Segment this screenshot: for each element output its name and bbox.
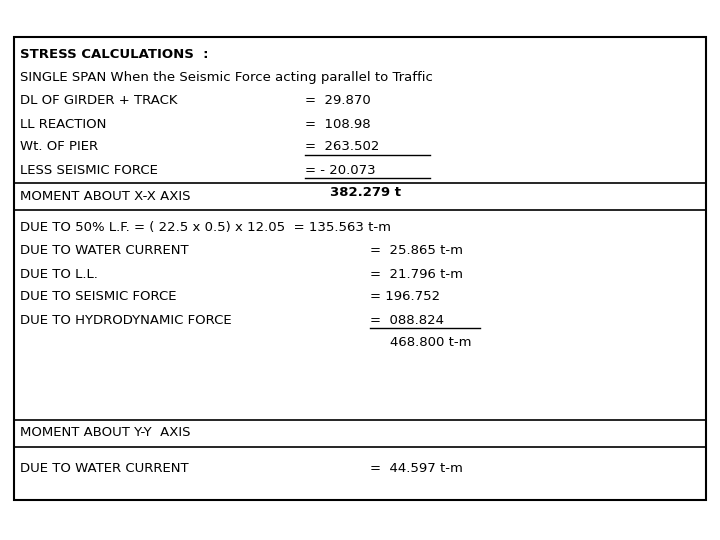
Text: LESS SEISMIC FORCE: LESS SEISMIC FORCE bbox=[20, 164, 158, 177]
Bar bbox=[14, 37, 706, 500]
Text: =  44.597 t-m: = 44.597 t-m bbox=[370, 462, 463, 475]
Text: DUE TO WATER CURRENT: DUE TO WATER CURRENT bbox=[20, 245, 189, 258]
Text: STRESS CALCULATIONS  :: STRESS CALCULATIONS : bbox=[20, 49, 209, 62]
Text: MOMENT ABOUT Y-Y  AXIS: MOMENT ABOUT Y-Y AXIS bbox=[20, 427, 191, 440]
Text: =  25.865 t-m: = 25.865 t-m bbox=[370, 245, 463, 258]
Text: DUE TO SEISMIC FORCE: DUE TO SEISMIC FORCE bbox=[20, 291, 176, 303]
Text: LL REACTION: LL REACTION bbox=[20, 118, 107, 131]
Text: = - 20.073: = - 20.073 bbox=[305, 164, 376, 177]
Text: DUE TO L.L.: DUE TO L.L. bbox=[20, 267, 98, 280]
Text: =  263.502: = 263.502 bbox=[305, 140, 379, 153]
Text: Wt. OF PIER: Wt. OF PIER bbox=[20, 140, 98, 153]
Text: =  108.98: = 108.98 bbox=[305, 118, 371, 131]
Text: = 196.752: = 196.752 bbox=[370, 291, 440, 303]
Text: 382.279 t: 382.279 t bbox=[330, 186, 401, 199]
Text: SINGLE SPAN When the Seismic Force acting parallel to Traffic: SINGLE SPAN When the Seismic Force actin… bbox=[20, 71, 433, 84]
Text: DL OF GIRDER + TRACK: DL OF GIRDER + TRACK bbox=[20, 94, 178, 107]
Text: =  29.870: = 29.870 bbox=[305, 94, 371, 107]
Text: =  088.824: = 088.824 bbox=[370, 314, 444, 327]
Text: DUE TO HYDRODYNAMIC FORCE: DUE TO HYDRODYNAMIC FORCE bbox=[20, 314, 232, 327]
Text: =  21.796 t-m: = 21.796 t-m bbox=[370, 267, 463, 280]
Text: DUE TO 50% L.F. = ( 22.5 x 0.5) x 12.05  = 135.563 t-m: DUE TO 50% L.F. = ( 22.5 x 0.5) x 12.05 … bbox=[20, 221, 391, 234]
Text: DUE TO WATER CURRENT: DUE TO WATER CURRENT bbox=[20, 462, 189, 475]
Text: 468.800 t-m: 468.800 t-m bbox=[390, 336, 472, 349]
Text: MOMENT ABOUT X-X AXIS: MOMENT ABOUT X-X AXIS bbox=[20, 190, 191, 202]
